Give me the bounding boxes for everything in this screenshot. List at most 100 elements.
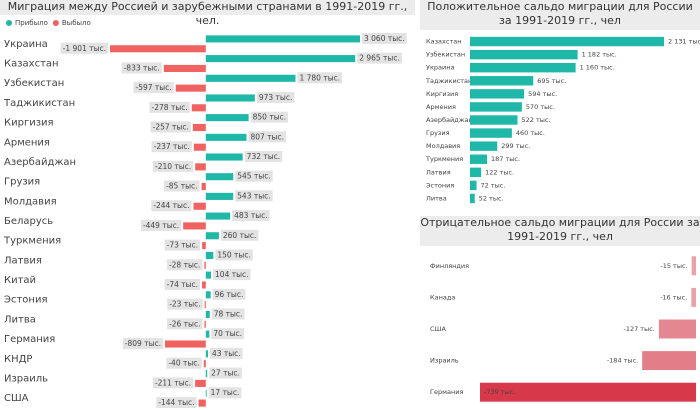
value-label: 2 965 тыс. bbox=[359, 54, 400, 63]
bar bbox=[195, 163, 206, 171]
bar bbox=[205, 271, 212, 279]
category-label: Украина bbox=[426, 64, 454, 72]
value-label-bg bbox=[208, 387, 242, 399]
value-label: -28 тыс. bbox=[169, 260, 200, 269]
value-label: -16 тыс. bbox=[660, 293, 687, 301]
value-label-bg bbox=[149, 101, 190, 113]
value-label: -15 тыс. bbox=[660, 262, 687, 270]
value-label-bg bbox=[152, 160, 194, 172]
value-label-bg bbox=[60, 42, 108, 54]
bar bbox=[204, 301, 206, 309]
value-label: -210 тыс. bbox=[155, 162, 191, 171]
value-label-bg bbox=[213, 269, 251, 281]
category-label: Киргизия bbox=[4, 118, 54, 129]
bar bbox=[470, 128, 512, 138]
bar bbox=[470, 115, 518, 125]
value-label: 70 тыс. bbox=[213, 329, 242, 338]
bar bbox=[470, 49, 578, 60]
category-label: Литва bbox=[4, 314, 36, 325]
value-label: 570 тыс. bbox=[526, 103, 555, 111]
value-label: -739 тыс. bbox=[484, 388, 515, 396]
bar bbox=[205, 251, 214, 259]
value-label: 850 тыс. bbox=[253, 113, 287, 122]
bar bbox=[470, 76, 534, 86]
value-label: -211 тыс. bbox=[155, 378, 191, 387]
category-label: Казахстан bbox=[426, 38, 461, 46]
value-label-bg bbox=[122, 338, 164, 350]
category-label: Германия bbox=[430, 388, 463, 396]
bar bbox=[205, 114, 249, 122]
value-label: 17 тыс. bbox=[211, 388, 240, 397]
value-label: -73 тыс. bbox=[167, 241, 198, 250]
bar bbox=[205, 310, 210, 319]
category-label: Азербайджан bbox=[4, 157, 76, 168]
value-label-bg bbox=[212, 288, 246, 300]
value-label-bg bbox=[140, 219, 182, 231]
value-label: -809 тыс. bbox=[125, 339, 161, 348]
category-label: Канада bbox=[430, 293, 455, 301]
value-label-bg bbox=[248, 131, 286, 143]
bar bbox=[205, 212, 231, 220]
value-label: 187 тыс. bbox=[491, 155, 520, 163]
category-label: Украина bbox=[4, 39, 48, 50]
chart-title: Отрицательное сальдо миграции для России… bbox=[420, 216, 700, 246]
value-label: 96 тыс. bbox=[215, 290, 244, 299]
category-label: Молдавия bbox=[4, 196, 57, 207]
bar bbox=[470, 89, 525, 99]
value-label: 104 тыс. bbox=[215, 270, 249, 279]
category-label: Грузия bbox=[426, 129, 450, 137]
value-label: 78 тыс. bbox=[214, 310, 243, 319]
value-label: 150 тыс. bbox=[217, 250, 251, 259]
category-label: Эстония bbox=[4, 295, 47, 306]
value-label-bg bbox=[235, 190, 273, 202]
value-label: 299 тыс. bbox=[501, 142, 530, 150]
value-label: 2 131 тыс. bbox=[668, 38, 700, 46]
bar bbox=[192, 123, 206, 132]
value-label-bg bbox=[167, 318, 203, 330]
value-label-bg bbox=[151, 200, 192, 212]
value-label: 43 тыс. bbox=[212, 349, 241, 358]
value-label: -597 тыс. bbox=[135, 83, 171, 92]
category-label: Израиль bbox=[4, 373, 48, 384]
bar bbox=[201, 183, 206, 191]
bar bbox=[191, 104, 206, 112]
category-label: Туркмения bbox=[3, 236, 61, 247]
category-label: США bbox=[430, 325, 446, 333]
value-label: -278 тыс. bbox=[152, 103, 188, 112]
value-label: -144 тыс. bbox=[158, 398, 194, 407]
bar bbox=[163, 64, 206, 72]
category-label: Латвия bbox=[4, 255, 42, 266]
category-label: Армения bbox=[426, 103, 456, 111]
value-label: 122 тыс. bbox=[485, 168, 514, 176]
bar bbox=[691, 256, 696, 276]
value-label-bg bbox=[235, 170, 273, 182]
value-label: 52 тыс. bbox=[479, 194, 504, 202]
value-label-bg bbox=[215, 249, 253, 261]
category-label: Литва bbox=[426, 194, 447, 202]
value-label: 3 060 тыс. bbox=[364, 34, 405, 43]
bar bbox=[195, 379, 206, 387]
bar bbox=[691, 287, 696, 307]
value-label-bg bbox=[211, 328, 245, 340]
category-label: Казахстан bbox=[4, 59, 59, 70]
value-label-bg bbox=[220, 229, 259, 241]
bar bbox=[205, 330, 210, 338]
value-label: -257 тыс. bbox=[153, 123, 189, 132]
bar bbox=[175, 84, 206, 92]
category-label: Туркмения bbox=[425, 155, 463, 163]
category-label: Эстония bbox=[426, 181, 454, 189]
category-label: Узбекистан bbox=[4, 78, 64, 89]
bar bbox=[470, 36, 664, 47]
category-label: Германия bbox=[4, 334, 55, 345]
value-label-bg bbox=[297, 72, 343, 84]
bar bbox=[470, 154, 488, 164]
bar bbox=[165, 340, 206, 348]
value-label: 732 тыс. bbox=[247, 152, 281, 161]
bar bbox=[204, 320, 206, 328]
value-label: -833 тыс. bbox=[124, 63, 160, 72]
bar bbox=[470, 167, 482, 178]
bar bbox=[205, 55, 356, 63]
bar bbox=[470, 193, 475, 204]
legend-marker bbox=[6, 20, 12, 26]
